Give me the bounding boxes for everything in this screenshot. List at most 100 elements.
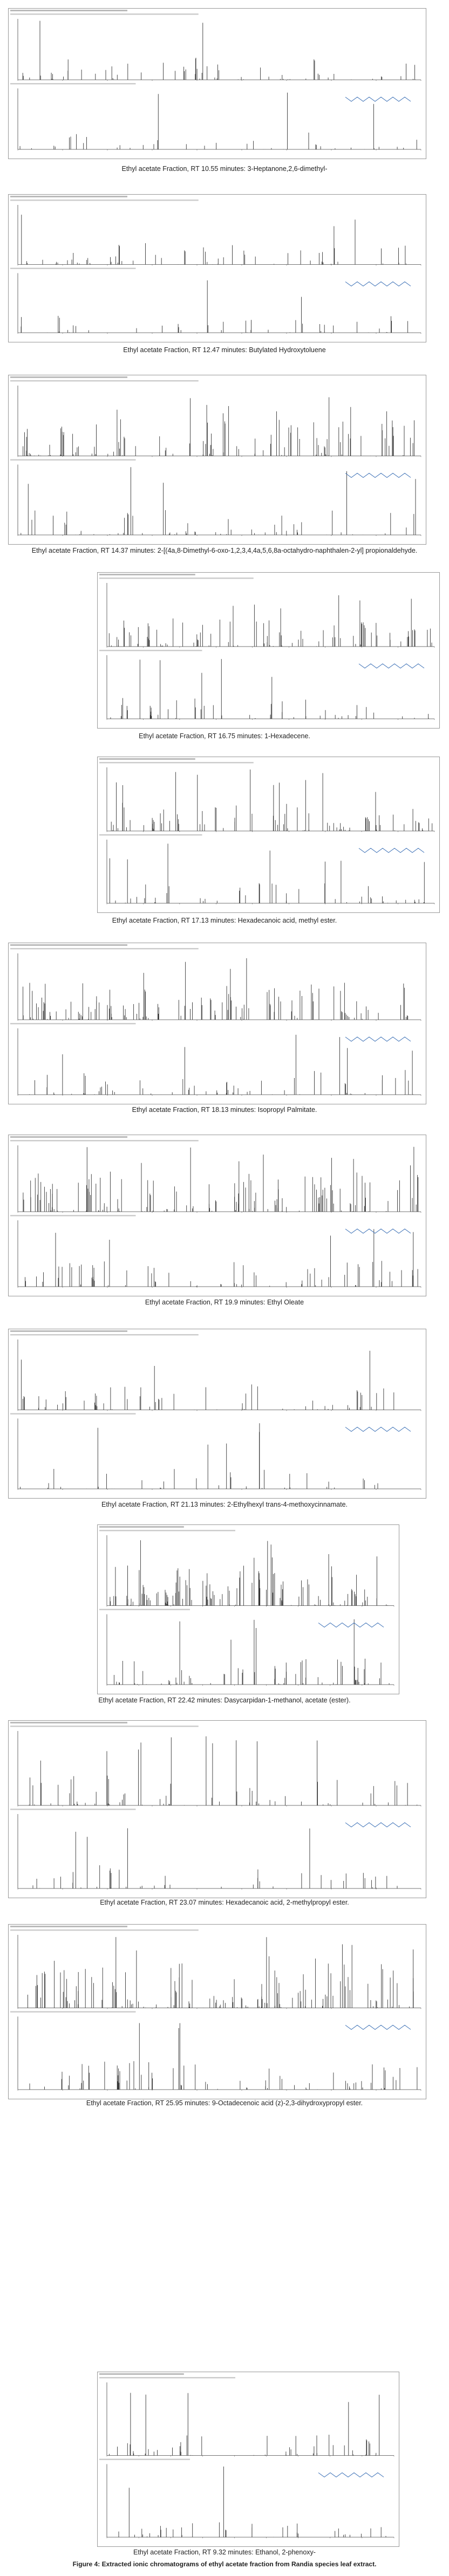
panel-caption: Ethyl acetate Fraction, RT 10.55 minutes… <box>121 165 328 173</box>
header-bar <box>99 650 202 651</box>
panel-frame <box>8 375 426 545</box>
panel-frame <box>8 1720 426 1898</box>
spectrum-peaks <box>21 467 416 535</box>
structure-drawing <box>318 2472 384 2478</box>
spectrum-panel <box>97 572 440 729</box>
spectrum-peaks <box>19 92 417 149</box>
header-bar <box>10 1722 127 1723</box>
panel-frame <box>8 1329 426 1499</box>
structure-drawing <box>358 848 425 853</box>
spectrum-peaks <box>21 1350 394 1410</box>
panel-caption: Ethyl acetate Fraction, RT 22.42 minutes… <box>98 1696 351 1704</box>
header-bar <box>10 1726 199 1727</box>
header-bar <box>10 459 136 461</box>
header-bar <box>10 83 136 85</box>
panel-frame <box>8 1924 426 2099</box>
panel-caption: Ethyl acetate Fraction, RT 18.13 minutes… <box>132 1106 317 1114</box>
header-bar <box>10 944 127 946</box>
header-bar <box>10 200 199 201</box>
panel-frame <box>8 8 426 159</box>
structure-drawing <box>345 472 411 478</box>
header-bar <box>10 1334 199 1336</box>
panel-caption: Ethyl acetate Fraction, RT 23.07 minutes… <box>100 1899 349 1906</box>
spectrum-peaks <box>109 843 425 903</box>
panel-frame <box>97 572 440 729</box>
spectrum-peaks <box>108 2393 380 2456</box>
header-bar <box>10 1929 199 1931</box>
header-bar <box>10 1140 199 1142</box>
header-bar <box>10 1023 136 1025</box>
header-bar <box>99 578 254 579</box>
spectrum-peaks <box>110 659 429 719</box>
header-bar <box>10 1926 127 1927</box>
spectrum-peaks <box>118 2467 386 2537</box>
spectrum-peaks <box>23 958 409 1020</box>
structure-drawing <box>318 1622 384 1628</box>
structure-drawing <box>345 1822 411 1828</box>
structure-drawing <box>345 1426 411 1432</box>
spectrum-panel <box>8 8 426 159</box>
header-bar <box>99 762 254 764</box>
spectrum-peaks <box>27 1937 414 2008</box>
header-bar <box>99 1526 184 1528</box>
header-bar <box>99 758 195 760</box>
spectrum-panel <box>8 1135 426 1296</box>
spectrum-peaks <box>23 397 414 456</box>
figure-caption: Figure 4: Extracted ionic chromatograms … <box>72 2560 377 2568</box>
spectrum-panel <box>97 757 440 913</box>
header-bar <box>99 834 202 836</box>
panel-frame <box>97 757 440 913</box>
spectrum-panel <box>8 375 426 545</box>
spectrum-peaks <box>21 280 413 333</box>
header-bar <box>99 1530 235 1531</box>
panel-frame <box>97 1524 399 1694</box>
panel-frame <box>8 1135 426 1296</box>
spectrum-peaks <box>111 770 433 831</box>
structure-drawing <box>345 1228 411 1234</box>
header-bar <box>10 1215 136 1217</box>
panel-caption: Ethyl acetate Fraction, RT 25.95 minutes… <box>86 2099 363 2107</box>
spectrum-peaks <box>21 215 406 265</box>
spectrum-panel <box>8 943 426 1104</box>
spectrum-panel <box>8 194 426 342</box>
panel-frame <box>97 2372 399 2547</box>
panel-caption: Ethyl acetate Fraction, RT 17.13 minutes… <box>112 917 337 924</box>
spectrum-peaks <box>29 1736 418 1805</box>
structure-drawing <box>345 281 411 287</box>
header-bar <box>99 2458 190 2460</box>
spectrum-panel <box>8 1329 426 1499</box>
spectrum-panel <box>8 1720 426 1898</box>
spectrum-peaks <box>110 1540 388 1606</box>
spectrum-peaks <box>25 1229 418 1287</box>
header-bar <box>10 380 199 382</box>
spectrum-peaks <box>22 20 416 80</box>
panel-caption: Ethyl acetate Fraction, RT 16.75 minutes… <box>139 732 310 740</box>
header-bar <box>10 267 136 269</box>
header-bar <box>99 1609 190 1610</box>
spectrum-panel <box>97 1524 399 1694</box>
spectrum-panel <box>8 1924 426 2099</box>
header-bar <box>10 196 127 197</box>
header-bar <box>99 2377 235 2379</box>
header-bar <box>10 2011 136 2012</box>
spectrum-peaks <box>23 1146 419 1212</box>
panel-frame <box>8 194 426 342</box>
spectrum-peaks <box>32 1828 398 1888</box>
structure-drawing <box>358 663 425 669</box>
spectrum-peaks <box>113 1619 390 1685</box>
header-bar <box>10 10 127 11</box>
header-bar <box>10 1809 136 1810</box>
panel-caption: Ethyl acetate Fraction, RT 9.32 minutes:… <box>133 2548 316 2556</box>
structure-drawing <box>345 97 411 102</box>
header-bar <box>99 574 195 575</box>
header-bar <box>10 948 199 950</box>
panel-caption: Ethyl acetate Fraction, RT 21.13 minutes… <box>101 1501 348 1508</box>
structure-drawing <box>345 1036 411 1042</box>
header-bar <box>10 13 199 15</box>
header-bar <box>10 1330 127 1332</box>
header-bar <box>10 1413 136 1414</box>
panel-caption: Ethyl acetate Fraction, RT 14.37 minutes… <box>31 547 418 554</box>
panel-frame <box>8 943 426 1104</box>
spectrum-panel <box>97 2372 399 2547</box>
